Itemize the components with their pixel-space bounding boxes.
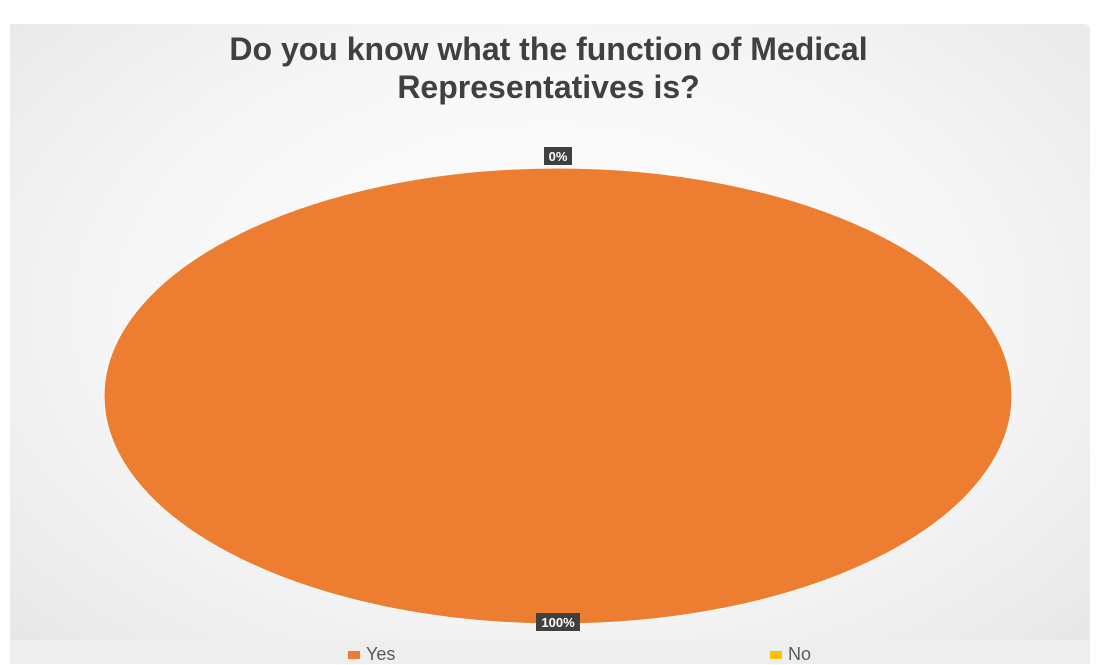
pie-slice-yes [103, 167, 1013, 625]
data-label-no: 0% [544, 147, 572, 165]
svg-text:0%: 0% [549, 149, 568, 164]
legend-item-no: No [770, 644, 811, 665]
legend-item-yes: Yes [348, 644, 395, 665]
svg-text:100%: 100% [541, 615, 575, 630]
legend-swatch-yes [348, 650, 360, 659]
chart-title: Do you know what the function of Medical… [229, 31, 868, 105]
data-label-yes: 100% [536, 613, 580, 631]
legend-label-no: No [788, 644, 812, 664]
legend-swatch-no [770, 650, 782, 659]
legend: Yes No [10, 640, 1090, 664]
legend-label-yes: Yes [366, 644, 396, 664]
